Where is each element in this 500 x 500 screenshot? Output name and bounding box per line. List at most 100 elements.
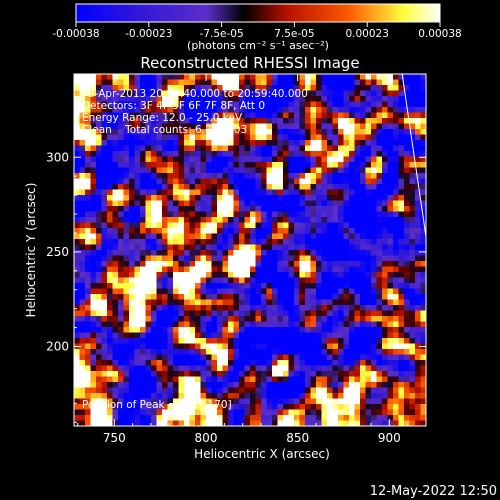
heatmap-cell xyxy=(189,101,196,108)
heatmap-cell xyxy=(255,211,262,218)
heatmap-cell xyxy=(123,112,130,119)
heatmap-cell xyxy=(140,332,147,339)
heatmap-cell xyxy=(349,404,356,411)
heatmap-cell xyxy=(217,283,224,290)
heatmap-cell xyxy=(134,129,141,136)
heatmap-cell xyxy=(90,228,97,235)
heatmap-cell xyxy=(327,206,334,213)
heatmap-cell xyxy=(354,74,361,81)
heatmap-cell xyxy=(195,222,202,229)
heatmap-cell xyxy=(371,299,378,306)
heatmap-cell xyxy=(288,255,295,262)
heatmap-cell xyxy=(420,332,426,339)
heatmap-cell xyxy=(200,156,207,163)
heatmap-cell xyxy=(173,184,180,191)
heatmap-cell xyxy=(382,415,389,422)
heatmap-cell xyxy=(338,321,345,328)
heatmap-cell xyxy=(255,96,262,103)
heatmap-cell xyxy=(222,250,229,257)
heatmap-cell xyxy=(244,222,251,229)
heatmap-cell xyxy=(272,343,279,350)
heatmap-cell xyxy=(211,299,218,306)
heatmap-cell xyxy=(250,156,257,163)
heatmap-cell xyxy=(371,250,378,257)
heatmap-cell xyxy=(101,288,108,295)
heatmap-cell xyxy=(184,206,191,213)
heatmap-cell xyxy=(200,343,207,350)
heatmap-cell xyxy=(360,145,367,152)
heatmap-cell xyxy=(316,200,323,207)
heatmap-cell xyxy=(327,343,334,350)
heatmap-cell xyxy=(140,79,147,86)
heatmap-cell xyxy=(310,338,317,345)
heatmap-cell xyxy=(156,156,163,163)
heatmap-cell xyxy=(387,250,394,257)
heatmap-cell xyxy=(151,123,158,130)
heatmap-cell xyxy=(244,167,251,174)
heatmap-cell xyxy=(283,90,290,97)
heatmap-cell xyxy=(233,167,240,174)
heatmap-cell xyxy=(310,376,317,383)
heatmap-cell xyxy=(118,244,125,251)
heatmap-cell xyxy=(244,200,251,207)
heatmap-cell xyxy=(283,415,290,422)
heatmap-cell xyxy=(261,288,268,295)
heatmap-cell xyxy=(112,239,119,246)
heatmap-cell xyxy=(299,349,306,356)
heatmap-cell xyxy=(371,349,378,356)
heatmap-cell xyxy=(294,151,301,158)
heatmap-cell xyxy=(211,233,218,240)
heatmap-cell xyxy=(387,178,394,185)
heatmap-cell xyxy=(129,316,136,323)
heatmap-cell xyxy=(151,244,158,251)
heatmap-cell xyxy=(140,261,147,268)
heatmap-cell xyxy=(376,332,383,339)
heatmap-cell xyxy=(244,107,251,114)
heatmap-cell xyxy=(371,189,378,196)
heatmap-cell xyxy=(200,261,207,268)
heatmap-cell xyxy=(233,294,240,301)
heatmap-cell xyxy=(332,321,339,328)
heatmap-cell xyxy=(398,338,405,345)
heatmap-cell xyxy=(332,288,339,295)
heatmap-cell xyxy=(360,305,367,312)
heatmap-cell xyxy=(420,420,426,426)
heatmap-cell xyxy=(107,96,114,103)
heatmap-cell xyxy=(310,288,317,295)
heatmap-cell xyxy=(299,376,306,383)
heatmap-cell xyxy=(79,173,86,180)
heatmap-cell xyxy=(338,338,345,345)
heatmap-cell xyxy=(244,255,251,262)
heatmap-cell xyxy=(134,85,141,92)
heatmap-cell xyxy=(129,354,136,361)
heatmap-cell xyxy=(415,244,422,251)
heatmap-cell xyxy=(354,387,361,394)
heatmap-cell xyxy=(294,239,301,246)
heatmap-cell xyxy=(162,134,169,141)
heatmap-cell xyxy=(349,382,356,389)
heatmap-cell xyxy=(409,162,416,169)
heatmap-cell xyxy=(217,415,224,422)
heatmap-cell xyxy=(398,420,405,426)
heatmap-cell xyxy=(261,107,268,114)
heatmap-cell xyxy=(145,96,152,103)
heatmap-cell xyxy=(96,404,103,411)
heatmap-cell xyxy=(365,299,372,306)
heatmap-cell xyxy=(173,239,180,246)
heatmap-cell xyxy=(189,74,196,81)
heatmap-cell xyxy=(123,189,130,196)
heatmap-cell xyxy=(393,162,400,169)
heatmap-cell xyxy=(360,376,367,383)
heatmap-cell xyxy=(288,404,295,411)
heatmap-cell xyxy=(74,272,81,279)
heatmap-cell xyxy=(354,250,361,257)
heatmap-cell xyxy=(343,140,350,147)
heatmap-cell xyxy=(156,288,163,295)
heatmap-cell xyxy=(261,360,268,367)
heatmap-cell xyxy=(233,305,240,312)
heatmap-cell xyxy=(167,123,174,130)
heatmap-cell xyxy=(255,222,262,229)
heatmap-cell xyxy=(178,189,185,196)
heatmap-cell xyxy=(382,332,389,339)
heatmap-cell xyxy=(162,151,169,158)
